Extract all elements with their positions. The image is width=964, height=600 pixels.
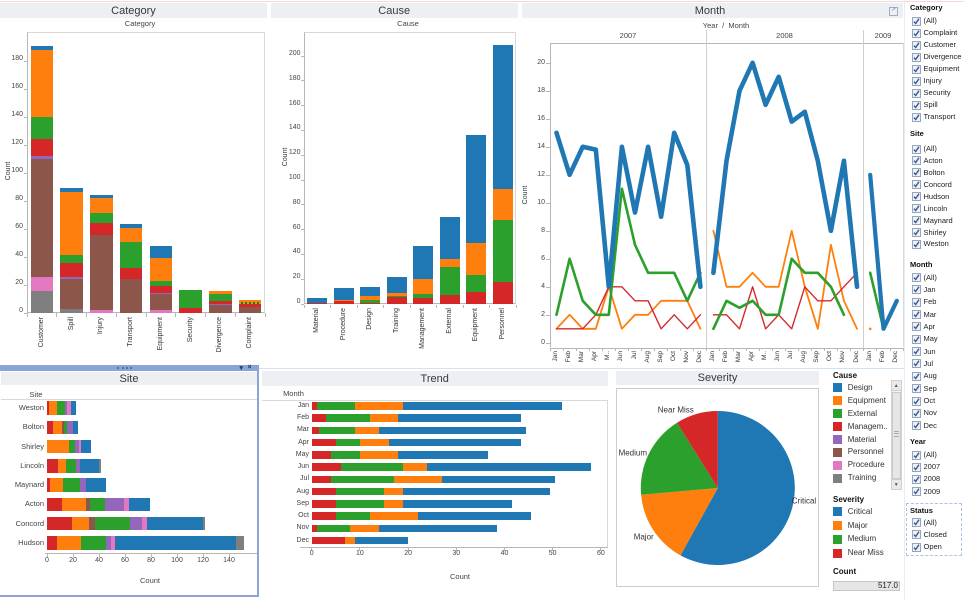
svg-text:Major: Major (633, 532, 653, 541)
svg-text:Medium: Medium (618, 448, 647, 457)
svg-text:Critical: Critical (791, 496, 816, 505)
svg-text:Near Miss: Near Miss (657, 405, 693, 414)
